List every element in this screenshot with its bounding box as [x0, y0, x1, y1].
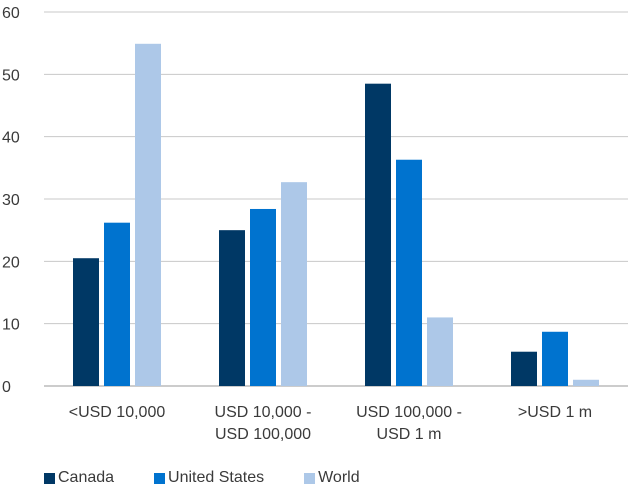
legend-label: United States	[168, 469, 265, 486]
bar-canada	[511, 351, 537, 386]
y-tick-label: 10	[2, 317, 20, 334]
category-label: >USD 1 m	[518, 404, 592, 421]
legend-swatch	[44, 472, 55, 484]
category-label: USD 100,000	[215, 426, 311, 443]
category-label: USD 100,000 -	[356, 404, 462, 421]
legend-swatch	[154, 472, 166, 484]
bar-world	[281, 182, 307, 386]
y-tick-label: 40	[2, 130, 20, 147]
y-tick-label: 0	[2, 379, 11, 396]
y-tick-label: 60	[2, 5, 20, 22]
bar-canada	[365, 83, 391, 386]
bar-world	[573, 379, 599, 386]
bar-world	[427, 317, 453, 386]
bar-united-states	[542, 331, 568, 386]
bar-canada	[73, 258, 99, 386]
legend-swatch	[304, 472, 316, 484]
y-tick-label: 20	[2, 254, 20, 271]
category-label: USD 1 m	[377, 426, 442, 443]
bar-united-states	[250, 208, 276, 386]
legend-label: Canada	[58, 469, 115, 486]
y-tick-label: 30	[2, 192, 20, 209]
x-axis-category-labels: <USD 10,000 USD 10,000 - USD 100,000 USD 10…	[69, 404, 592, 443]
category-label: <USD 10,000	[69, 404, 166, 421]
y-tick-label: 50	[2, 67, 20, 84]
bar-united-states	[396, 159, 422, 386]
legend-item: Canada	[44, 469, 114, 487]
gridlines	[44, 11, 628, 387]
bar-world	[135, 43, 161, 386]
y-axis-tick-labels: 0 10 20 30 40 50 60	[2, 5, 20, 396]
legend-label: World	[318, 469, 360, 486]
bars	[73, 43, 599, 386]
bar-united-states	[104, 222, 130, 386]
bar-canada	[219, 230, 245, 386]
legend-item: United States	[154, 469, 264, 487]
bar-chart: 0 10 20 30 40 50 60 <USD 10,000 USD 10,000 - USD…	[2, 5, 628, 443]
legend-item: World	[304, 469, 360, 487]
legend: Canada United States World	[44, 469, 400, 487]
category-label: USD 10,000 -	[215, 404, 312, 421]
